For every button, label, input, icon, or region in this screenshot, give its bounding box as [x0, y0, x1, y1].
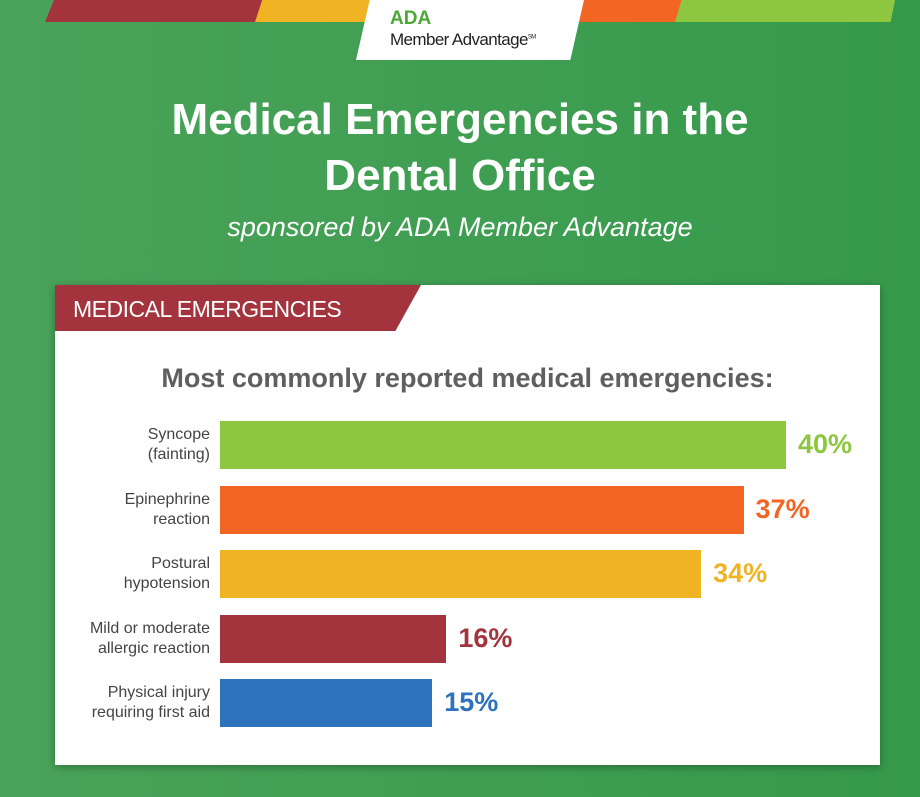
category-label: Physical injury requiring first aid	[55, 683, 210, 723]
bar	[220, 679, 433, 727]
title-line-1: Medical Emergencies in the	[171, 95, 749, 144]
section-label: MEDICAL EMERGENCIES	[73, 296, 342, 322]
category-label-line: Physical injury	[107, 684, 210, 701]
chart-title: Most commonly reported medical emergenci…	[161, 363, 774, 393]
bar	[220, 614, 447, 663]
subtitle: sponsored by ADA Member Advantage	[227, 212, 693, 242]
category-label-line: Epinephrine	[124, 490, 210, 508]
data-label: 34%	[713, 558, 768, 588]
category-label-line: (fainting)	[147, 446, 210, 463]
data-label: 40%	[798, 429, 853, 459]
chart-card: MEDICAL EMERGENCIES Most commonly report…	[55, 285, 880, 765]
category-label-line: reaction	[153, 510, 210, 528]
logo-ada: ADA	[390, 8, 432, 29]
category-label-line: Postural	[151, 555, 210, 572]
bar	[220, 421, 786, 469]
stripe-red	[45, 0, 267, 22]
category-label-line: allergic reaction	[97, 639, 210, 657]
category-label-line: Syncope	[147, 426, 210, 443]
category-label: Syncope (fainting)	[55, 425, 210, 465]
section-band: MEDICAL EMERGENCIES	[55, 285, 421, 331]
stripe-yellow	[255, 0, 375, 22]
data-label: 15%	[444, 687, 499, 717]
data-label: 16%	[458, 622, 513, 653]
bar	[220, 550, 702, 598]
title-line-2: Dental Office	[324, 151, 596, 200]
category-label-line: requiring first aid	[91, 704, 210, 721]
category-label: Epinephrine reaction	[55, 490, 210, 530]
logo-mark: SM	[527, 34, 536, 41]
page-title: Medical Emergencies in the Dental Office	[0, 92, 920, 204]
category-label: Mild or moderate allergic reaction	[55, 619, 210, 659]
logo-text: Member Advantage	[390, 30, 528, 49]
stripe-orange	[575, 0, 687, 22]
data-label: 37%	[755, 493, 810, 524]
category-label: Postural hypotension	[55, 554, 210, 594]
bar	[220, 485, 744, 534]
stripe-green	[675, 0, 895, 22]
category-label-line: Mild or moderate	[89, 619, 210, 637]
ada-logo: ADA Member AdvantageSM	[356, 0, 584, 60]
logo-member-advantage: Member AdvantageSM	[390, 30, 536, 50]
category-label-line: hypotension	[123, 575, 210, 592]
